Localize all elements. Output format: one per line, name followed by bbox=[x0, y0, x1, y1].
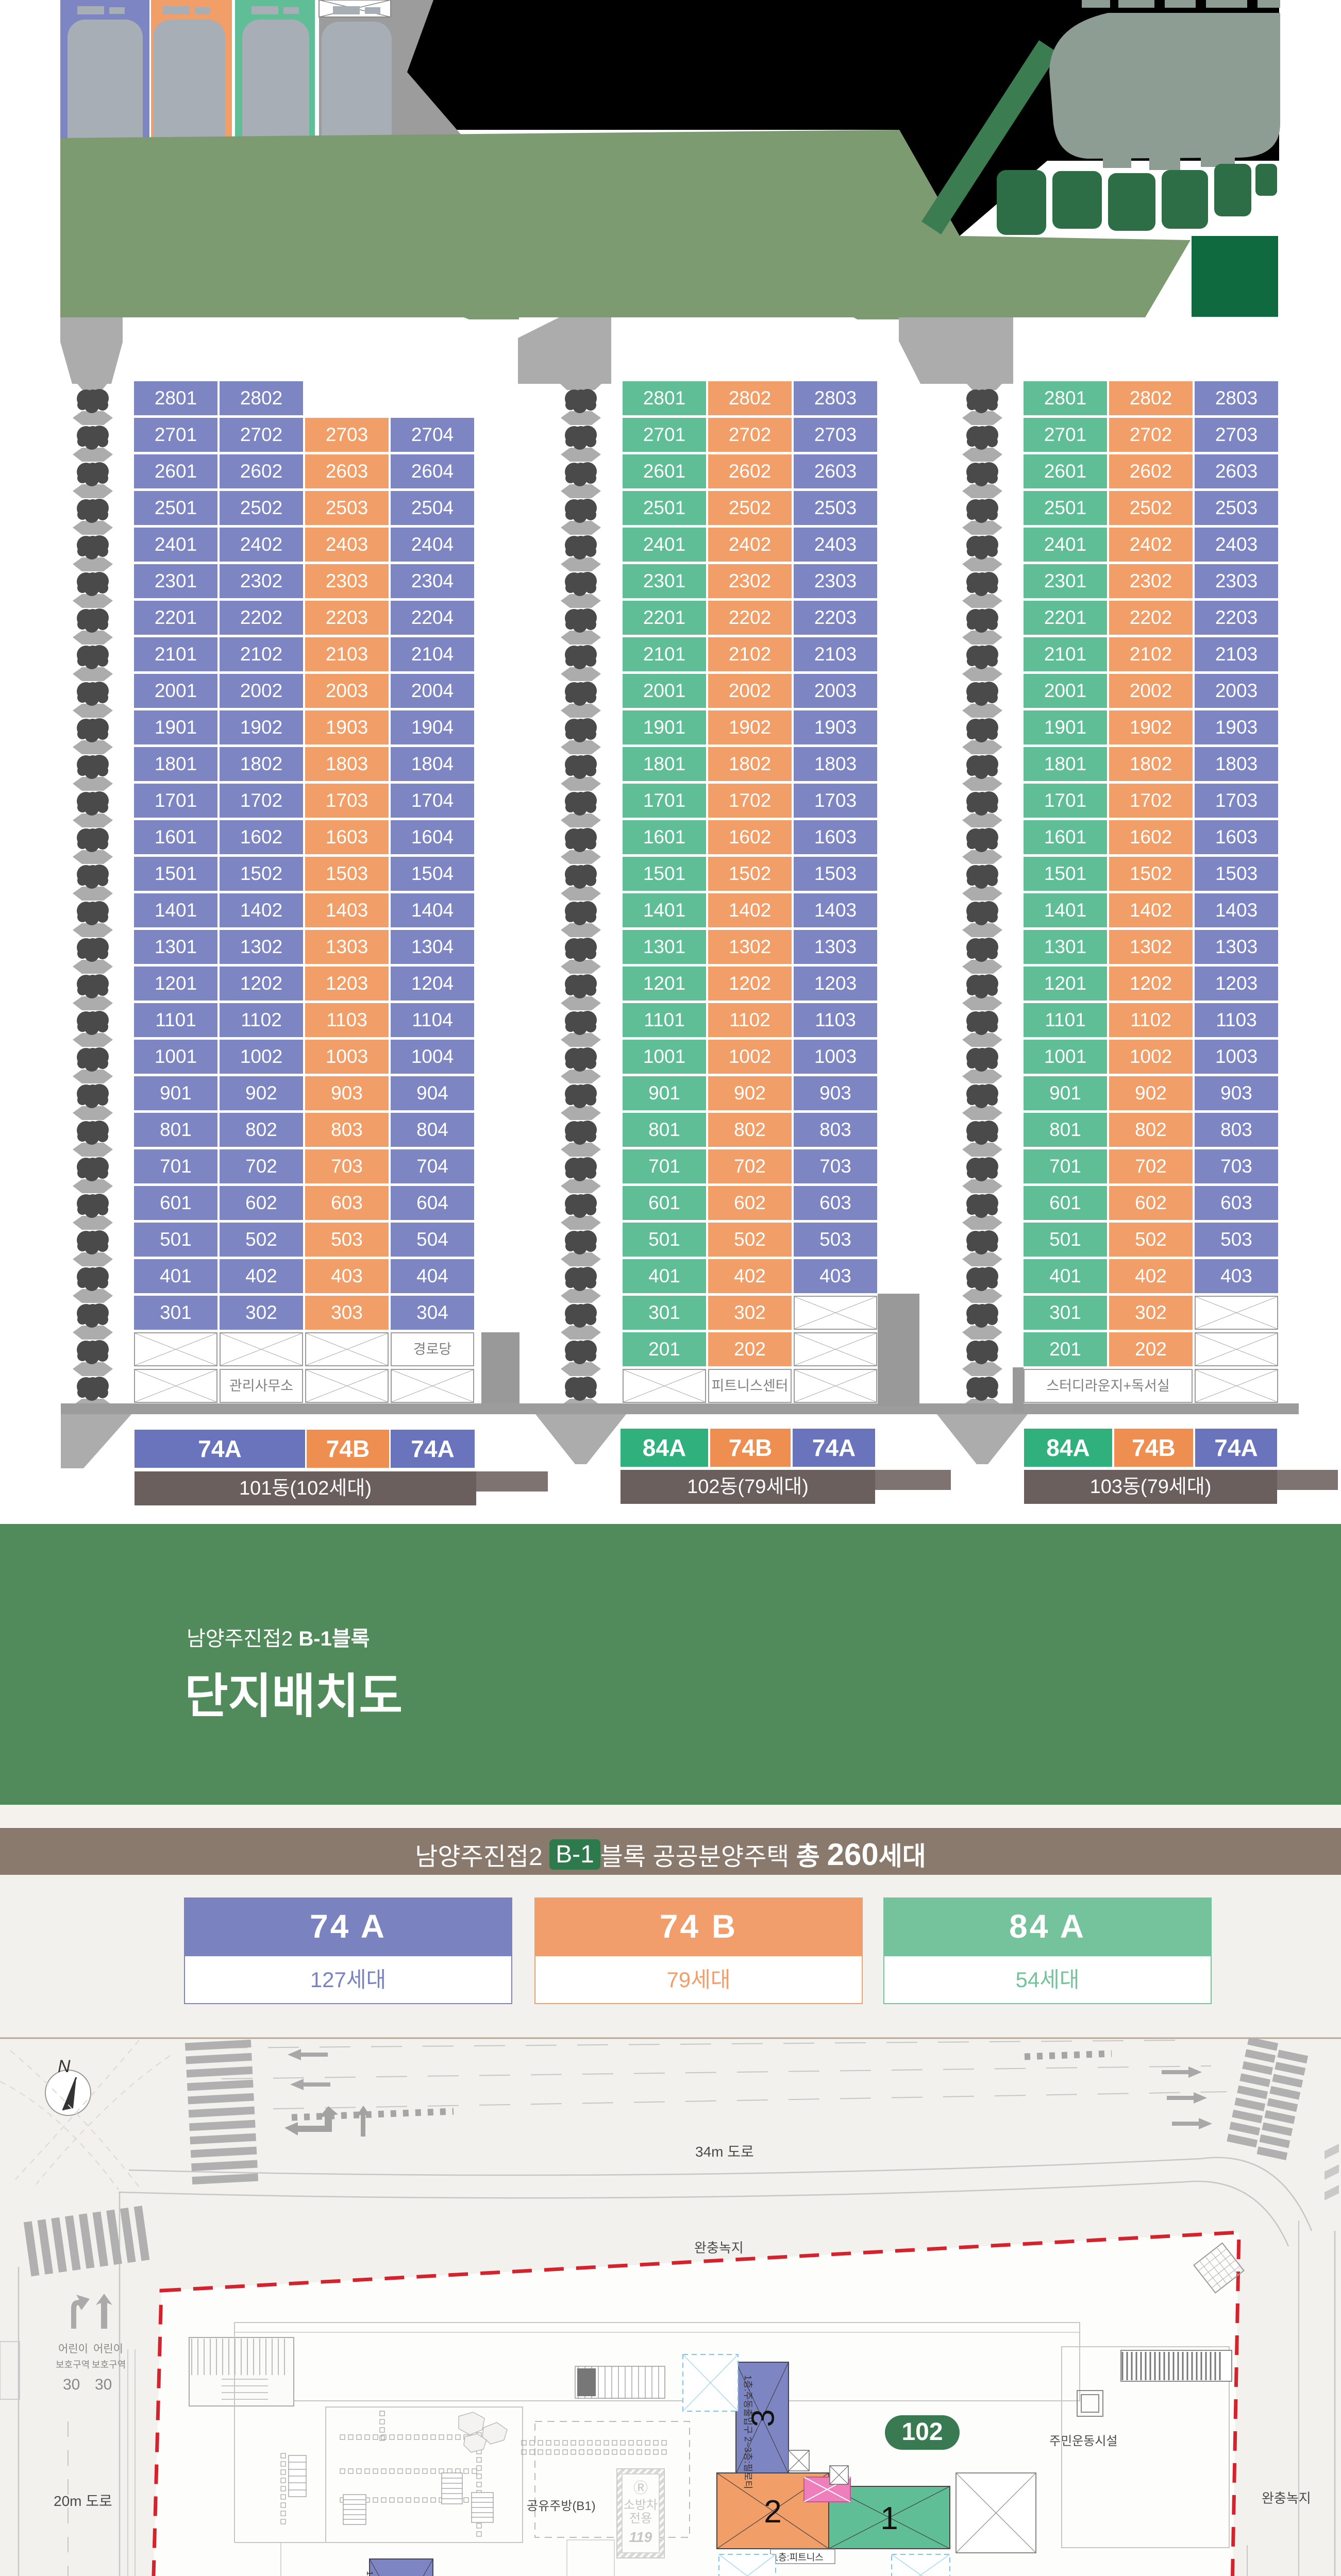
svg-text:119: 119 bbox=[629, 2529, 652, 2545]
svg-text:소방차: 소방차 bbox=[624, 2498, 658, 2512]
svg-text:30: 30 bbox=[63, 2376, 80, 2393]
svg-text:어린이: 어린이 bbox=[93, 2343, 123, 2355]
svg-text:공유주방(B1): 공유주방(B1) bbox=[527, 2499, 596, 2513]
svg-text:30: 30 bbox=[95, 2376, 112, 2393]
svg-text:N: N bbox=[58, 2057, 71, 2076]
svg-text:1층:주동출입구: 1층:주동출입구 bbox=[365, 2571, 375, 2576]
svg-text:보호구역: 보호구역 bbox=[56, 2360, 90, 2370]
svg-text:34m 도로: 34m 도로 bbox=[695, 2144, 754, 2160]
svg-text:보호구역: 보호구역 bbox=[92, 2360, 126, 2370]
svg-text:어린이: 어린이 bbox=[58, 2343, 88, 2355]
svg-text:1층:피트니스: 1층:피트니스 bbox=[773, 2552, 824, 2563]
svg-text:2: 2 bbox=[764, 2494, 781, 2530]
svg-text:완충녹지: 완충녹지 bbox=[1262, 2490, 1311, 2506]
svg-text:완충녹지: 완충녹지 bbox=[694, 2240, 744, 2256]
svg-text:3: 3 bbox=[745, 2409, 781, 2427]
svg-text:1층:주동출입구 2~3층:필로티: 1층:주동출입구 2~3층:필로티 bbox=[743, 2375, 753, 2489]
svg-text:Ⓡ: Ⓡ bbox=[633, 2480, 648, 2496]
svg-text:전용: 전용 bbox=[629, 2512, 652, 2526]
svg-text:1: 1 bbox=[880, 2501, 898, 2536]
svg-text:102: 102 bbox=[901, 2418, 943, 2446]
svg-text:20m 도로: 20m 도로 bbox=[54, 2493, 112, 2509]
svg-text:주민운동시설: 주민운동시설 bbox=[1049, 2434, 1117, 2448]
